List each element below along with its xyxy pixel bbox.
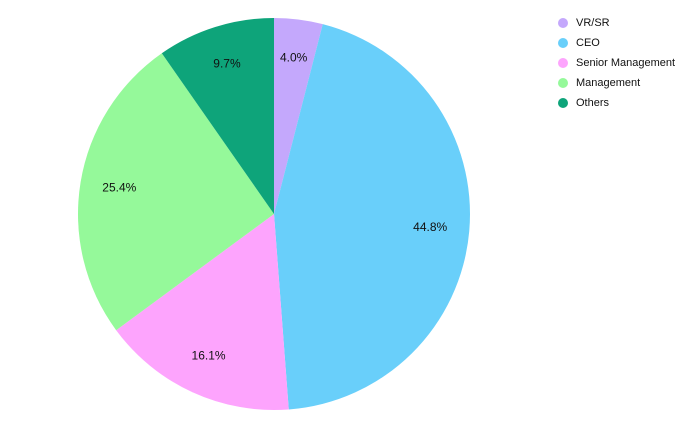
legend-label: Senior Management bbox=[576, 57, 675, 69]
legend-label: CEO bbox=[576, 37, 600, 49]
legend-label: VR/SR bbox=[576, 17, 610, 29]
legend-marker bbox=[558, 78, 568, 88]
pie-slice bbox=[161, 18, 274, 214]
legend-label: Management bbox=[576, 77, 640, 89]
value-label: 9.7% bbox=[213, 57, 241, 71]
pie-slice bbox=[116, 214, 289, 410]
value-label: 16.1% bbox=[192, 349, 226, 363]
legend-marker bbox=[558, 98, 568, 108]
legend-marker bbox=[558, 38, 568, 48]
legend-marker bbox=[558, 58, 568, 68]
legend-label: Others bbox=[576, 97, 610, 109]
value-label: 44.8% bbox=[413, 220, 447, 234]
value-label: 4.0% bbox=[280, 51, 308, 65]
pie-slice bbox=[274, 24, 470, 410]
pie-slice bbox=[78, 53, 275, 331]
value-label: 25.4% bbox=[102, 181, 136, 195]
pie-slice bbox=[274, 18, 323, 214]
legend-marker bbox=[558, 18, 568, 28]
